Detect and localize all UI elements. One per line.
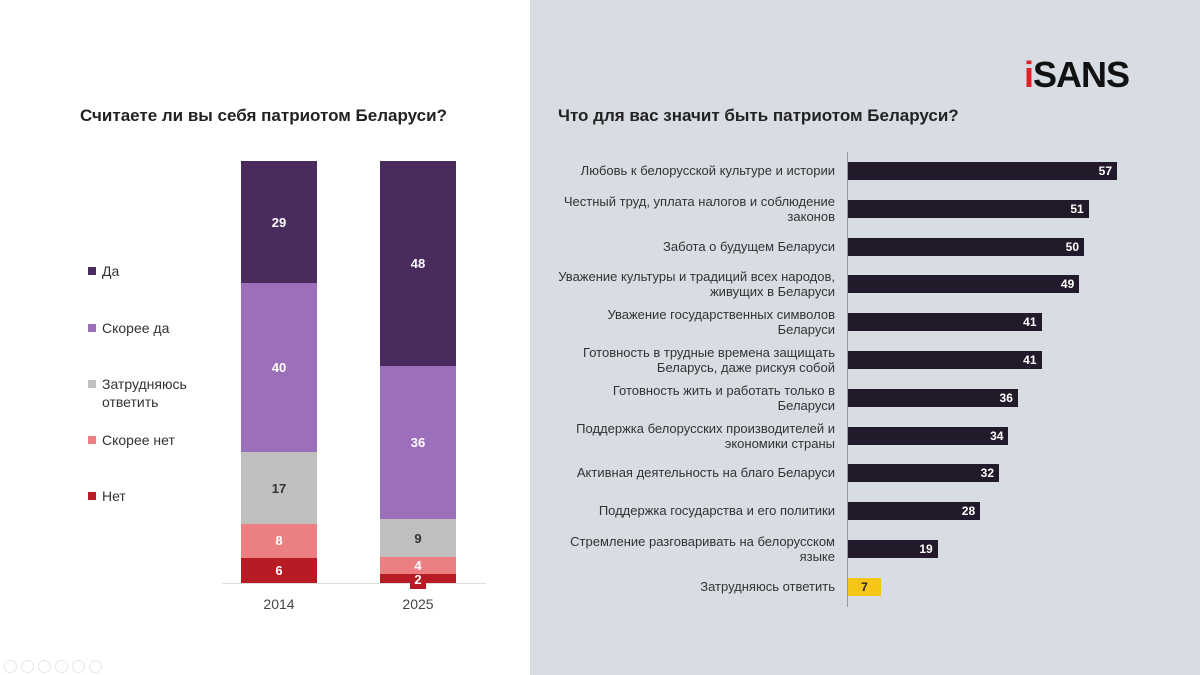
- data-label: 6: [275, 562, 283, 578]
- right-chart-title: Что для вас значит быть патриотом Белару…: [558, 106, 959, 125]
- category-label: Стремление разговаривать на белорусском …: [570, 534, 835, 564]
- bar: 7: [848, 577, 882, 596]
- bar-segment: 8: [241, 523, 317, 558]
- data-label: 41: [1023, 315, 1037, 330]
- data-label: 8: [275, 533, 283, 549]
- category-label: Забота о будущем Беларуси: [663, 238, 835, 254]
- category-label: Любовь к белорусской культуре и истории: [580, 163, 835, 178]
- x-tick-label: 2025: [402, 596, 434, 612]
- pen-icon[interactable]: [38, 660, 51, 673]
- data-label: 32: [980, 466, 995, 481]
- bar: 49: [848, 275, 1080, 294]
- data-label: 41: [1023, 353, 1037, 367]
- data-label: 50: [1065, 239, 1079, 254]
- category-label: Готовность жить и работать только в Бела…: [612, 382, 835, 413]
- data-label: 48: [410, 255, 426, 271]
- legend-swatch: [88, 267, 96, 275]
- data-label: 7: [861, 579, 868, 594]
- bar: 34: [848, 426, 1009, 445]
- data-label: 49: [1060, 277, 1075, 292]
- bar-segment: 4: [380, 557, 456, 575]
- category-label: Честный труд, уплата налогов и соблюдени…: [563, 193, 835, 224]
- right-panel: Что для вас значит быть патриотом Белару…: [530, 0, 1200, 675]
- y-axis-line: [847, 152, 848, 607]
- x-tick-label: 2014: [263, 596, 295, 612]
- data-label: 2: [410, 570, 426, 590]
- next-slide-icon[interactable]: [21, 660, 34, 673]
- data-label: 34: [990, 428, 1004, 443]
- legend-item: Скорее да: [88, 319, 212, 337]
- bar: 57: [848, 162, 1118, 180]
- bar-segment: 36: [380, 365, 456, 520]
- category-label: Уважение государственных символов Белару…: [607, 307, 835, 338]
- slides-icon[interactable]: [55, 660, 68, 673]
- left-chart-title: Считаете ли вы себя патриотом Беларуси?: [80, 106, 447, 125]
- bar-segment: 6: [241, 557, 317, 583]
- bar-segment: 29: [241, 161, 317, 284]
- left-panel: Считаете ли вы себя патриотом Беларуси? …: [0, 0, 530, 675]
- legend-swatch: [88, 324, 96, 332]
- legend-swatch: [88, 436, 96, 444]
- zoom-icon[interactable]: [72, 660, 85, 673]
- data-label: 19: [919, 542, 933, 556]
- bar-segment: 9: [380, 519, 456, 558]
- data-label: 51: [1070, 201, 1084, 216]
- data-label: 17: [271, 480, 287, 496]
- bar-segment: 2: [380, 570, 456, 590]
- legend-label: Затрудняюсь ответить: [102, 376, 187, 410]
- category-label: Затрудняюсь ответить: [700, 578, 835, 594]
- data-label: 36: [410, 434, 426, 450]
- category-label: Уважение культуры и традиций всех народо…: [558, 269, 835, 300]
- isans-logo: iSANS: [1024, 54, 1130, 95]
- legend-label: Скорее нет: [102, 432, 175, 448]
- x-axis-line: [222, 583, 486, 584]
- bar-segment: 40: [241, 283, 317, 453]
- legend-swatch: [88, 380, 96, 388]
- legend-item: Скорее нет: [88, 431, 212, 449]
- category-label: Поддержка государства и его политики: [598, 503, 835, 519]
- bar: 28: [848, 502, 981, 521]
- data-label: 29: [271, 214, 287, 230]
- legend-item: Нет: [88, 487, 212, 505]
- data-label: 40: [271, 360, 287, 376]
- legend-label: Скорее да: [102, 320, 170, 336]
- data-label: 4: [414, 558, 422, 574]
- legend-item: Да: [88, 262, 212, 280]
- category-label: Поддержка белорусских производителей и э…: [576, 420, 835, 451]
- bar: 32: [848, 464, 1000, 483]
- bar: 50: [848, 237, 1084, 256]
- data-label: 9: [414, 530, 422, 546]
- bar: 41: [848, 313, 1042, 332]
- category-label: Активная деятельность на благо Беларуси: [576, 465, 835, 481]
- bar: 19: [848, 540, 938, 558]
- data-label: 28: [961, 504, 976, 519]
- more-icon[interactable]: [89, 660, 102, 673]
- legend-swatch: [88, 492, 96, 500]
- bar-segment: 17: [241, 452, 317, 524]
- prev-slide-icon[interactable]: [4, 660, 17, 673]
- bar: 41: [848, 351, 1042, 369]
- bar: 51: [848, 199, 1089, 218]
- bar-segment: 48: [380, 161, 456, 366]
- legend-label: Нет: [102, 488, 126, 504]
- bar: 36: [848, 388, 1018, 407]
- data-label: 57: [1098, 164, 1113, 178]
- category-label: Готовность в трудные времена защищать Бе…: [583, 345, 835, 375]
- legend-label: Да: [102, 263, 120, 279]
- legend-item: Затрудняюсь ответить: [88, 375, 212, 411]
- data-label: 36: [999, 390, 1013, 405]
